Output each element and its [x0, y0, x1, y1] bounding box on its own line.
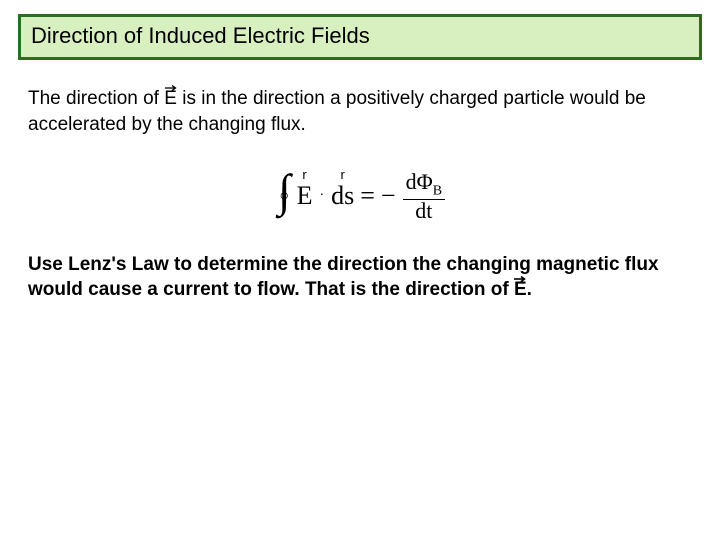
vector-E-letter: E [164, 88, 177, 109]
slide: Direction of Induced Electric Fields The… [0, 0, 720, 540]
vector-arrow-icon-2 [513, 276, 527, 282]
minus-sign: − [381, 181, 396, 211]
slide-body: The direction of E is in the direction a… [18, 60, 702, 303]
eq-E: r E [297, 181, 313, 211]
eq-ds-text: ds [331, 181, 354, 210]
title-box: Direction of Induced Electric Fields [18, 14, 702, 60]
fraction: dΦB dt [403, 171, 445, 221]
vector-arrow-icon [164, 85, 178, 91]
equation-block: ∫ ○ r E · r ds = − dΦB [28, 171, 692, 221]
frac-num-text: dΦ [406, 169, 433, 194]
rvec-label-E: r [302, 167, 306, 182]
rvec-label-ds: r [341, 167, 345, 182]
vector-E: E [164, 86, 177, 112]
fraction-denominator: dt [412, 200, 435, 222]
para2-text-b: . [527, 279, 532, 300]
equals-sign: = [360, 181, 375, 211]
vector-E-2-letter: E [514, 279, 527, 300]
vector-E-2: E [514, 277, 527, 303]
fraction-numerator: dΦB [403, 171, 445, 198]
slide-title: Direction of Induced Electric Fields [31, 23, 689, 49]
closed-integral: ∫ ○ [278, 181, 291, 211]
paragraph-2: Use Lenz's Law to determine the directio… [28, 252, 692, 303]
para1-text-a: The direction of [28, 88, 164, 109]
dot-operator: · [319, 188, 324, 204]
frac-num-sub: B [433, 184, 442, 199]
paragraph-1: The direction of E is in the direction a… [28, 86, 692, 137]
loop-overlay: ○ [279, 188, 289, 206]
para2-text-a: Use Lenz's Law to determine the directio… [28, 254, 659, 301]
equation: ∫ ○ r E · r ds = − dΦB [275, 171, 445, 221]
eq-E-letter: E [297, 181, 313, 210]
eq-ds: r ds [331, 181, 354, 211]
